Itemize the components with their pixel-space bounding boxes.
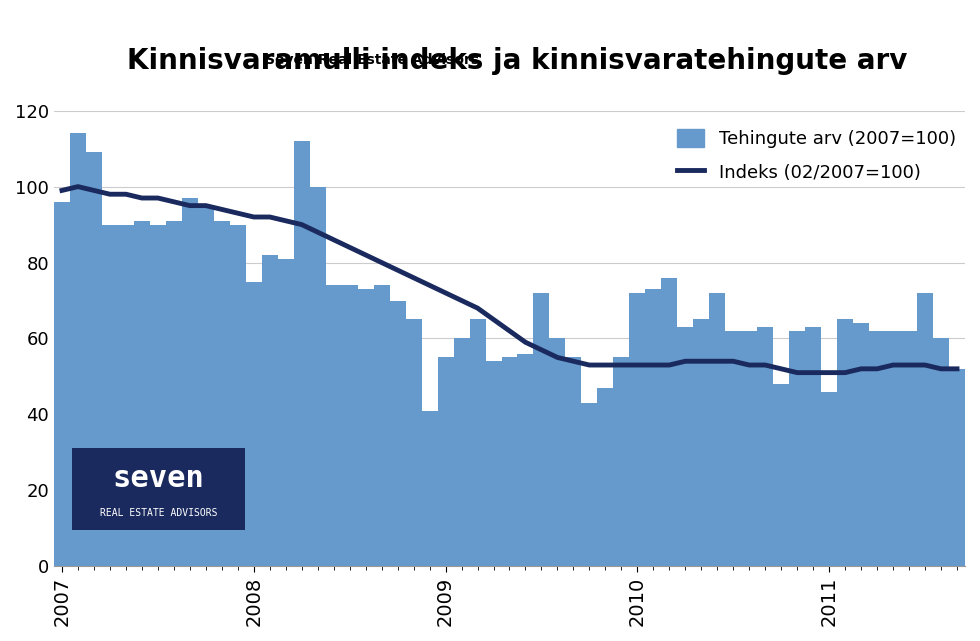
Bar: [646, 289, 662, 566]
Legend: Tehingute arv (2007=100), Indeks (02/2007=100): Tehingute arv (2007=100), Indeks (02/200…: [677, 129, 956, 182]
Bar: [454, 338, 469, 566]
Bar: [629, 293, 646, 566]
Bar: [885, 331, 901, 566]
Bar: [933, 338, 949, 566]
Bar: [598, 388, 613, 566]
Bar: [677, 327, 693, 566]
Bar: [325, 285, 342, 566]
Bar: [869, 331, 885, 566]
Bar: [310, 187, 325, 566]
Bar: [54, 202, 70, 566]
Bar: [581, 403, 598, 566]
Bar: [725, 331, 741, 566]
Bar: [214, 221, 229, 566]
Bar: [710, 293, 725, 566]
Bar: [821, 392, 837, 566]
Bar: [262, 255, 277, 566]
Bar: [502, 358, 517, 566]
Bar: [373, 285, 390, 566]
Bar: [134, 221, 150, 566]
Bar: [662, 278, 677, 566]
Bar: [550, 338, 565, 566]
Bar: [118, 224, 134, 566]
Bar: [182, 198, 198, 566]
Bar: [565, 358, 581, 566]
Bar: [102, 224, 118, 566]
Bar: [198, 206, 214, 566]
Bar: [342, 285, 358, 566]
Bar: [917, 293, 933, 566]
Bar: [421, 411, 438, 566]
Bar: [358, 289, 373, 566]
Bar: [294, 141, 310, 566]
Bar: [390, 301, 406, 566]
Bar: [485, 362, 502, 566]
Bar: [86, 153, 102, 566]
Bar: [949, 369, 965, 566]
Bar: [150, 224, 166, 566]
Bar: [166, 221, 182, 566]
Text: Seven Real Estate Advisors: Seven Real Estate Advisors: [266, 53, 479, 67]
Bar: [901, 331, 917, 566]
Bar: [741, 331, 758, 566]
Bar: [806, 327, 821, 566]
Bar: [854, 323, 869, 566]
Bar: [773, 384, 789, 566]
Bar: [406, 319, 421, 566]
Bar: [758, 327, 773, 566]
Bar: [789, 331, 806, 566]
Bar: [517, 354, 533, 566]
Bar: [246, 281, 262, 566]
Bar: [277, 259, 294, 566]
Bar: [837, 319, 854, 566]
Bar: [70, 133, 86, 566]
Bar: [533, 293, 550, 566]
Bar: [693, 319, 710, 566]
Bar: [469, 319, 485, 566]
Text: Kinnisvaramulli indeks ja kinnisvaratehingute arv: Kinnisvaramulli indeks ja kinnisvaratehi…: [126, 47, 907, 75]
Bar: [229, 224, 246, 566]
Bar: [613, 358, 629, 566]
Bar: [438, 358, 454, 566]
